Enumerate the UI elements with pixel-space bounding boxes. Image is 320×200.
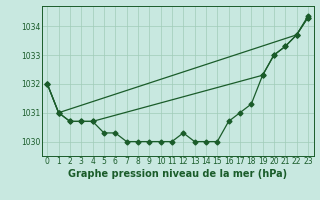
X-axis label: Graphe pression niveau de la mer (hPa): Graphe pression niveau de la mer (hPa) — [68, 169, 287, 179]
